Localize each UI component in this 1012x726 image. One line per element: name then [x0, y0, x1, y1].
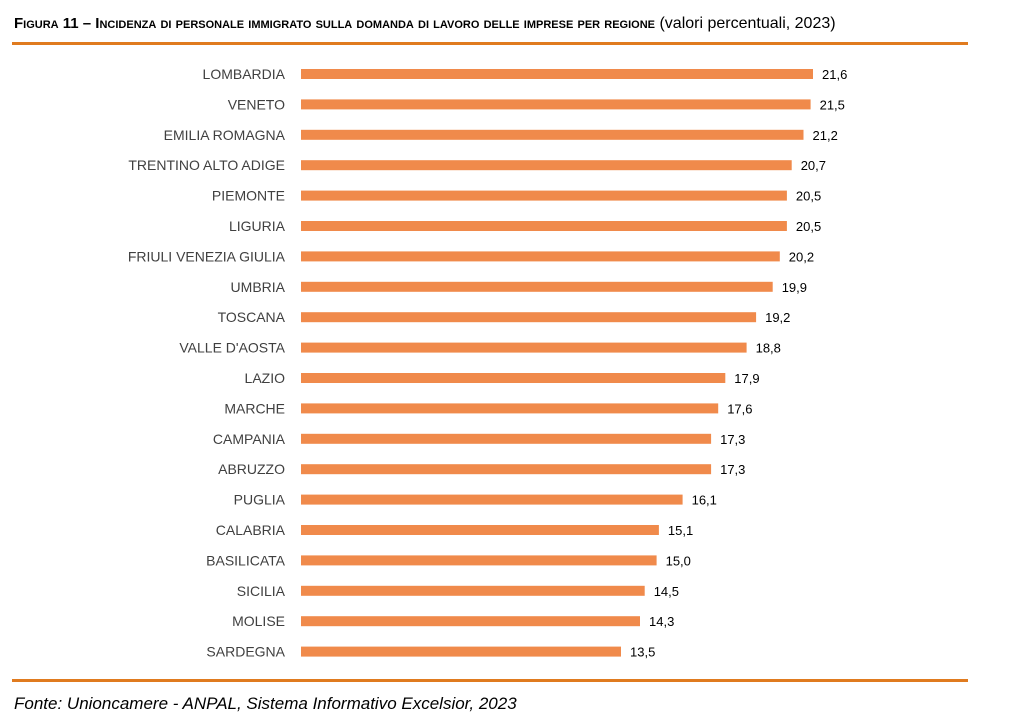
category-label: TRENTINO ALTO ADIGE — [128, 157, 285, 173]
category-label: MOLISE — [232, 613, 285, 629]
chart-bars — [301, 69, 813, 657]
bar-marche — [301, 403, 719, 414]
category-label: BASILICATA — [206, 552, 286, 568]
category-label: LOMBARDIA — [203, 66, 286, 82]
value-label: 20,2 — [789, 249, 814, 264]
bar-chart: LOMBARDIA VENETO EMILIA ROMAGNA TRENTINO AL… — [128, 66, 847, 660]
value-label: 16,1 — [692, 493, 717, 508]
bar-valle-d-aosta — [301, 342, 747, 353]
chart-value-labels: 21,6 21,5 21,2 20,7 20,5 20,5 20,2 19,9 19,2 18,8… — [630, 67, 847, 660]
category-label: VALLE D'AOSTA — [179, 340, 285, 356]
bar-puglia — [301, 494, 683, 505]
bar-friuli-venezia-giulia — [301, 251, 780, 262]
value-label: 19,9 — [782, 280, 807, 295]
value-label: 21,5 — [820, 97, 845, 112]
bar-umbria — [301, 281, 773, 292]
value-label: 17,3 — [720, 462, 745, 477]
value-label: 19,2 — [765, 310, 790, 325]
value-label: 20,7 — [801, 158, 826, 173]
value-label: 14,3 — [649, 614, 674, 629]
top-rule — [12, 42, 968, 45]
category-label: UMBRIA — [231, 279, 286, 295]
category-label: LAZIO — [245, 370, 286, 386]
bar-lazio — [301, 373, 726, 383]
bar-lombardia — [301, 69, 813, 79]
category-label: PIEMONTE — [212, 188, 285, 204]
bar-campania — [301, 433, 712, 444]
bar-veneto — [301, 99, 811, 110]
bar-basilicata — [301, 555, 657, 566]
bar-trentino-alto-adige — [301, 160, 792, 171]
value-label: 20,5 — [796, 189, 821, 204]
bar-sardegna — [301, 646, 621, 657]
category-label: TOSCANA — [218, 309, 286, 325]
value-label: 13,5 — [630, 645, 655, 660]
category-label: CAMPANIA — [213, 431, 286, 447]
category-label: PUGLIA — [234, 492, 286, 508]
category-label: ABRUZZO — [218, 461, 285, 477]
figure-title: Figura 11 – Incidenza di personale immig… — [14, 14, 994, 34]
value-label: 21,2 — [813, 128, 838, 143]
value-label: 17,9 — [734, 371, 759, 386]
chart-category-labels: LOMBARDIA VENETO EMILIA ROMAGNA TRENTINO AL… — [128, 66, 286, 660]
value-label: 18,8 — [756, 341, 781, 356]
value-label: 20,5 — [796, 219, 821, 234]
category-label: MARCHE — [224, 400, 285, 416]
figure-title-label: Figura 11 – Incidenza di personale immig… — [14, 15, 656, 32]
bar-piemonte — [301, 190, 787, 201]
bar-calabria — [301, 525, 659, 535]
value-label: 15,1 — [668, 523, 693, 538]
figure-subtitle: (valori percentuali, 2023) — [659, 15, 836, 32]
bar-liguria — [301, 221, 787, 231]
bar-toscana — [301, 312, 757, 323]
bar-abruzzo — [301, 464, 712, 475]
category-label: LIGURIA — [229, 218, 286, 234]
bottom-rule — [12, 679, 968, 682]
category-label: VENETO — [228, 96, 285, 112]
bar-molise — [301, 616, 640, 627]
category-label: FRIULI VENEZIA GIULIA — [128, 248, 286, 264]
category-label: EMILIA ROMAGNA — [164, 127, 286, 143]
value-label: 21,6 — [822, 67, 847, 82]
value-label: 15,0 — [666, 553, 691, 568]
value-label: 17,6 — [727, 401, 752, 416]
source-note: Fonte: Unioncamere - ANPAL, Sistema Info… — [14, 694, 517, 713]
value-label: 14,5 — [654, 584, 679, 599]
value-label: 17,3 — [720, 432, 745, 447]
category-label: SICILIA — [237, 583, 286, 599]
bar-sicilia — [301, 585, 645, 596]
category-label: SARDEGNA — [206, 644, 285, 660]
bar-emilia-romagna — [301, 129, 804, 140]
category-label: CALABRIA — [216, 522, 286, 538]
